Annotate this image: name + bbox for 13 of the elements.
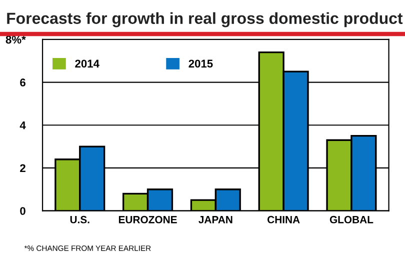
x-tick-label: JAPAN: [198, 216, 232, 224]
x-tick-label: CHINA: [267, 216, 300, 224]
x-tick-label: U.S.: [70, 216, 90, 224]
legend-label: 2014: [75, 60, 100, 68]
legend-label: 2015: [188, 60, 213, 68]
x-tick-label: GLOBAL: [330, 216, 374, 224]
y-tick-label: 2: [20, 164, 26, 172]
y-tick-label: 6: [20, 78, 26, 86]
y-tick-label: 4: [20, 122, 26, 130]
x-tick-label: EUROZONE: [118, 216, 177, 224]
chart-title: Forecasts for growth in real gross domestic product: [7, 12, 403, 28]
y-tick-label: 8%*: [6, 36, 26, 44]
y-tick-label: 0: [20, 207, 26, 215]
